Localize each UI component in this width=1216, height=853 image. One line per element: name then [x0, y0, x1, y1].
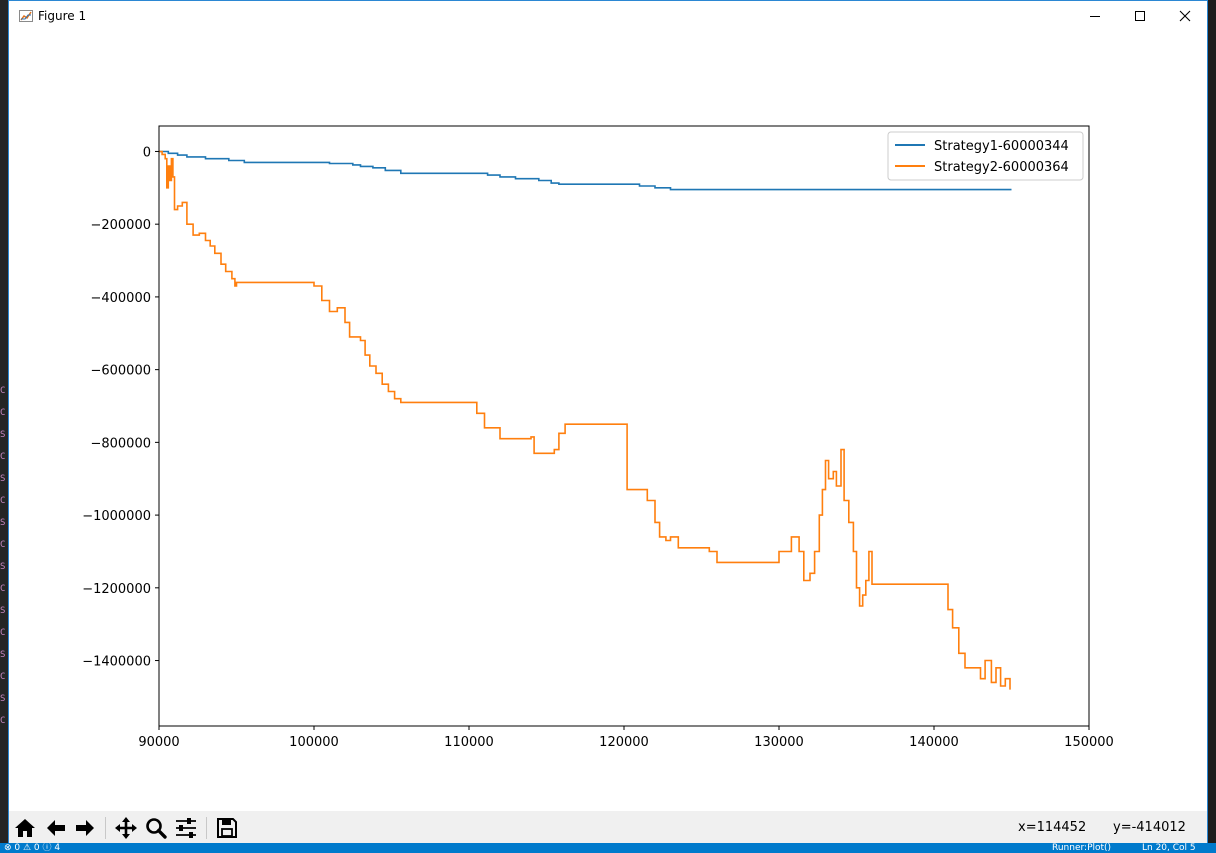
forward-button[interactable] — [72, 815, 98, 841]
magnifier-icon — [146, 818, 167, 839]
arrow-right-icon — [76, 820, 94, 836]
background-status-bar: ⊗ 0 ⚠ 0 ⓘ 4 Runner:Plot() Ln 20, Col 5 — [0, 843, 1216, 853]
figure-window: Figure 1 90000 100000 110000 120000 130000 14… — [8, 0, 1208, 843]
minimize-button[interactable] — [1072, 1, 1118, 31]
x-tick-label: 120000 — [599, 735, 649, 750]
minimize-icon — [1090, 16, 1100, 17]
plot-axes-frame — [158, 125, 1090, 727]
toolbar-separator — [105, 817, 106, 839]
legend-box — [887, 131, 1084, 181]
x-tick-label: 110000 — [444, 735, 494, 750]
configure-subplots-button[interactable] — [173, 815, 199, 841]
status-runner[interactable]: Runner:Plot() — [1052, 843, 1112, 853]
line-chart[interactable]: 90000 100000 110000 120000 130000 140000 15000… — [9, 32, 1207, 811]
x-tick-label: 90000 — [138, 735, 179, 750]
y-tick-label: −800000 — [90, 436, 151, 451]
window-title: Figure 1 — [38, 9, 87, 23]
close-button[interactable] — [1162, 1, 1208, 31]
matplotlib-app-icon — [19, 10, 33, 22]
home-button[interactable] — [12, 815, 38, 841]
series-line-1 — [159, 150, 1012, 191]
back-button[interactable] — [43, 815, 69, 841]
y-tick-label: −600000 — [90, 364, 151, 379]
legend-entry: Strategy2-60000364 — [934, 160, 1069, 175]
move-icon — [115, 817, 137, 839]
save-button[interactable] — [214, 815, 240, 841]
x-tick-label: 150000 — [1064, 735, 1114, 750]
close-icon — [1179, 10, 1191, 22]
y-tick-label: 0 — [143, 145, 151, 160]
x-tick-label: 140000 — [909, 735, 959, 750]
cursor-x-readout: x=114452 — [1018, 820, 1087, 835]
arrow-left-icon — [47, 820, 65, 836]
maximize-button[interactable] — [1117, 1, 1163, 31]
floppy-disk-icon — [217, 818, 237, 838]
toolbar-separator — [206, 817, 207, 839]
sliders-icon — [176, 818, 196, 838]
y-tick-label: −1400000 — [82, 655, 151, 670]
legend-entry: Strategy1-60000344 — [934, 139, 1069, 154]
x-tick-label: 100000 — [289, 735, 339, 750]
y-tick-label: −1000000 — [82, 509, 151, 524]
zoom-button[interactable] — [143, 815, 169, 841]
y-tick-label: −200000 — [90, 218, 151, 233]
series-line-2 — [159, 150, 1011, 690]
figure-canvas[interactable]: 90000 100000 110000 120000 130000 140000 15000… — [9, 32, 1207, 811]
title-bar[interactable]: Figure 1 — [9, 1, 1207, 32]
status-problems[interactable]: ⊗ 0 ⚠ 0 ⓘ 4 — [4, 843, 61, 853]
home-icon — [15, 819, 35, 837]
navigation-toolbar: x=114452 y=-414012 — [9, 811, 1207, 843]
x-tick-label: 130000 — [754, 735, 804, 750]
status-cursor-position[interactable]: Ln 20, Col 5 — [1142, 843, 1196, 853]
maximize-icon — [1135, 11, 1145, 21]
y-tick-label: −400000 — [90, 291, 151, 306]
legend: Strategy1-60000344 Strategy2-60000364 — [887, 131, 1084, 181]
y-tick-label: −1200000 — [82, 582, 151, 597]
pan-button[interactable] — [113, 815, 139, 841]
cursor-y-readout: y=-414012 — [1113, 820, 1186, 835]
